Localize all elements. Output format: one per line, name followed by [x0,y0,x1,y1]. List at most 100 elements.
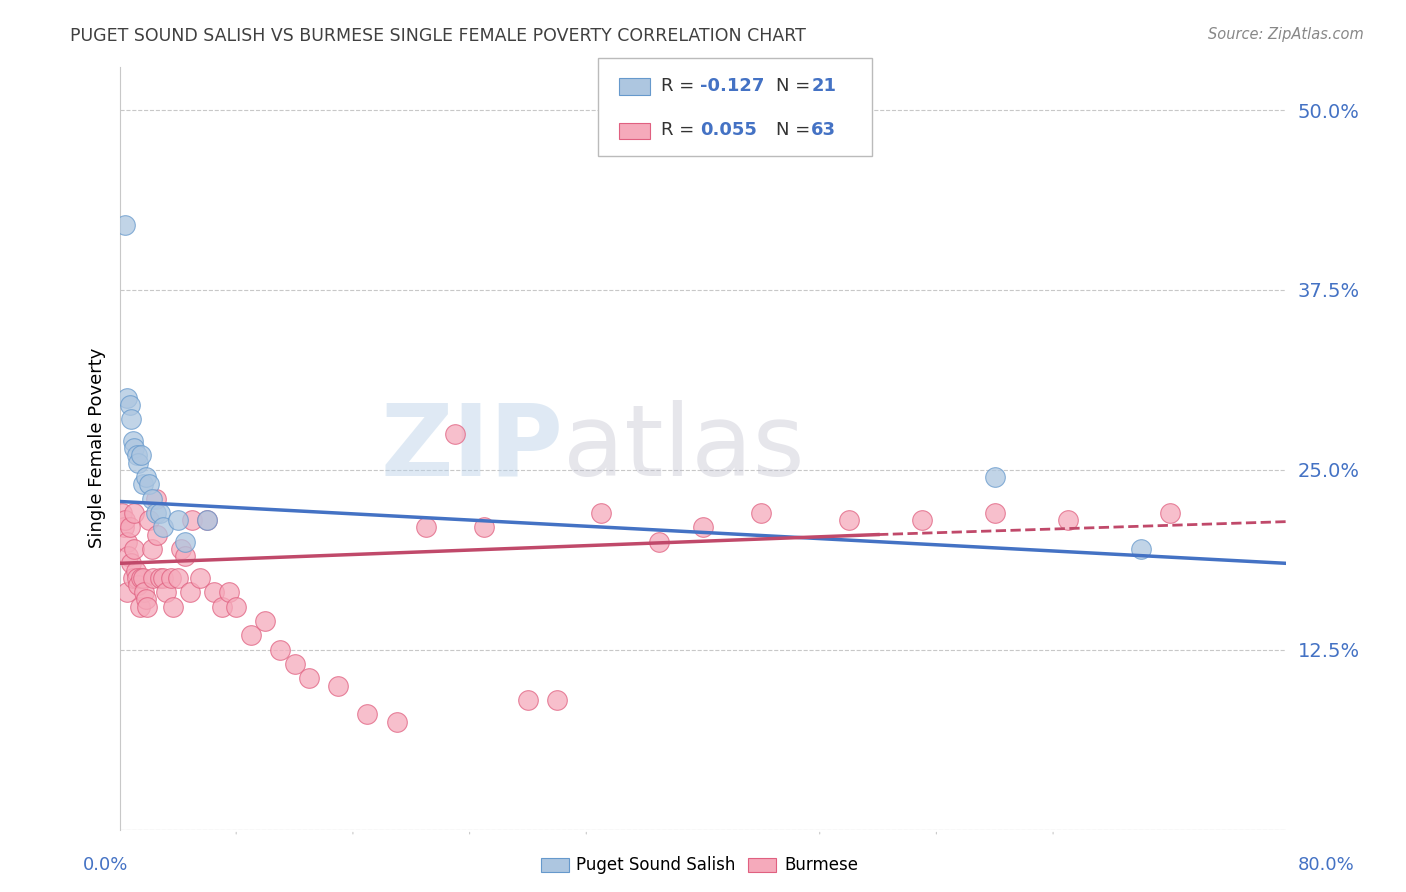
Point [120,412,142,426]
Point [415,520,437,534]
Point [141,541,163,556]
Point [239,628,262,642]
Point [1056,513,1078,527]
Point [145,506,167,520]
Point [146,527,169,541]
Point [692,520,714,534]
Point [132,571,155,585]
Text: Puget Sound Salish: Puget Sound Salish [576,856,735,874]
Text: R =: R = [661,121,700,139]
Point [131,449,153,463]
Text: N =: N = [776,77,815,95]
Point [120,557,142,571]
Point [127,578,149,592]
Point [138,477,160,491]
Text: 21: 21 [811,77,837,95]
Text: -0.127: -0.127 [700,77,765,95]
Point [211,599,233,614]
Point [218,585,240,599]
Point [385,714,408,729]
Point [124,564,146,578]
Point [141,491,163,506]
Point [152,520,174,534]
Point [546,693,568,707]
Point [135,470,157,484]
Point [155,585,177,599]
Point [125,449,148,463]
Point [122,506,145,520]
Point [298,672,321,686]
Point [162,599,184,614]
Y-axis label: Single Female Poverty: Single Female Poverty [87,348,105,549]
Point [174,534,197,549]
Point [136,599,159,614]
Point [751,506,773,520]
Point [138,513,160,527]
Point [188,571,211,585]
Point [1159,506,1181,520]
Point [170,541,193,556]
Text: Source: ZipAtlas.com: Source: ZipAtlas.com [1208,27,1364,42]
Text: Burmese: Burmese [785,856,859,874]
Text: ZIP: ZIP [380,400,562,497]
Point [517,693,540,707]
Point [117,549,139,563]
Point [131,571,153,585]
Point [111,506,134,520]
Point [444,426,467,441]
Point [118,520,141,534]
Point [269,642,291,657]
Text: N =: N = [776,121,815,139]
Point [202,585,225,599]
Point [166,513,188,527]
Text: 0.055: 0.055 [700,121,756,139]
Text: 80.0%: 80.0% [1298,856,1354,874]
Point [135,592,157,607]
Point [112,520,135,534]
Point [179,585,201,599]
Point [195,513,218,527]
Point [328,679,350,693]
Point [114,218,136,232]
Point [983,470,1005,484]
Point [115,534,138,549]
Point [1129,541,1152,556]
Point [174,549,197,563]
Text: 63: 63 [811,121,837,139]
Point [472,520,495,534]
Point [118,398,141,412]
Point [356,707,378,722]
Point [181,513,204,527]
Text: PUGET SOUND SALISH VS BURMESE SINGLE FEMALE POVERTY CORRELATION CHART: PUGET SOUND SALISH VS BURMESE SINGLE FEM… [70,27,806,45]
Point [122,441,145,455]
Point [152,571,174,585]
Point [145,491,167,506]
Point [159,571,181,585]
Point [166,571,188,585]
Point [115,585,138,599]
Text: atlas: atlas [562,400,804,497]
Point [115,391,138,405]
Point [283,657,307,671]
Point [121,571,143,585]
Point [225,599,247,614]
Point [114,513,136,527]
Point [589,506,612,520]
Point [983,506,1005,520]
Text: 0.0%: 0.0% [83,856,128,874]
Text: R =: R = [661,77,700,95]
Point [142,571,165,585]
Point [127,456,149,470]
Point [149,571,172,585]
Point [129,599,152,614]
Point [121,434,143,448]
Point [122,541,145,556]
Point [149,506,172,520]
Point [125,571,148,585]
Point [838,513,860,527]
Point [195,513,218,527]
Point [134,585,156,599]
Point [648,534,671,549]
Point [911,513,934,527]
Point [254,614,277,628]
